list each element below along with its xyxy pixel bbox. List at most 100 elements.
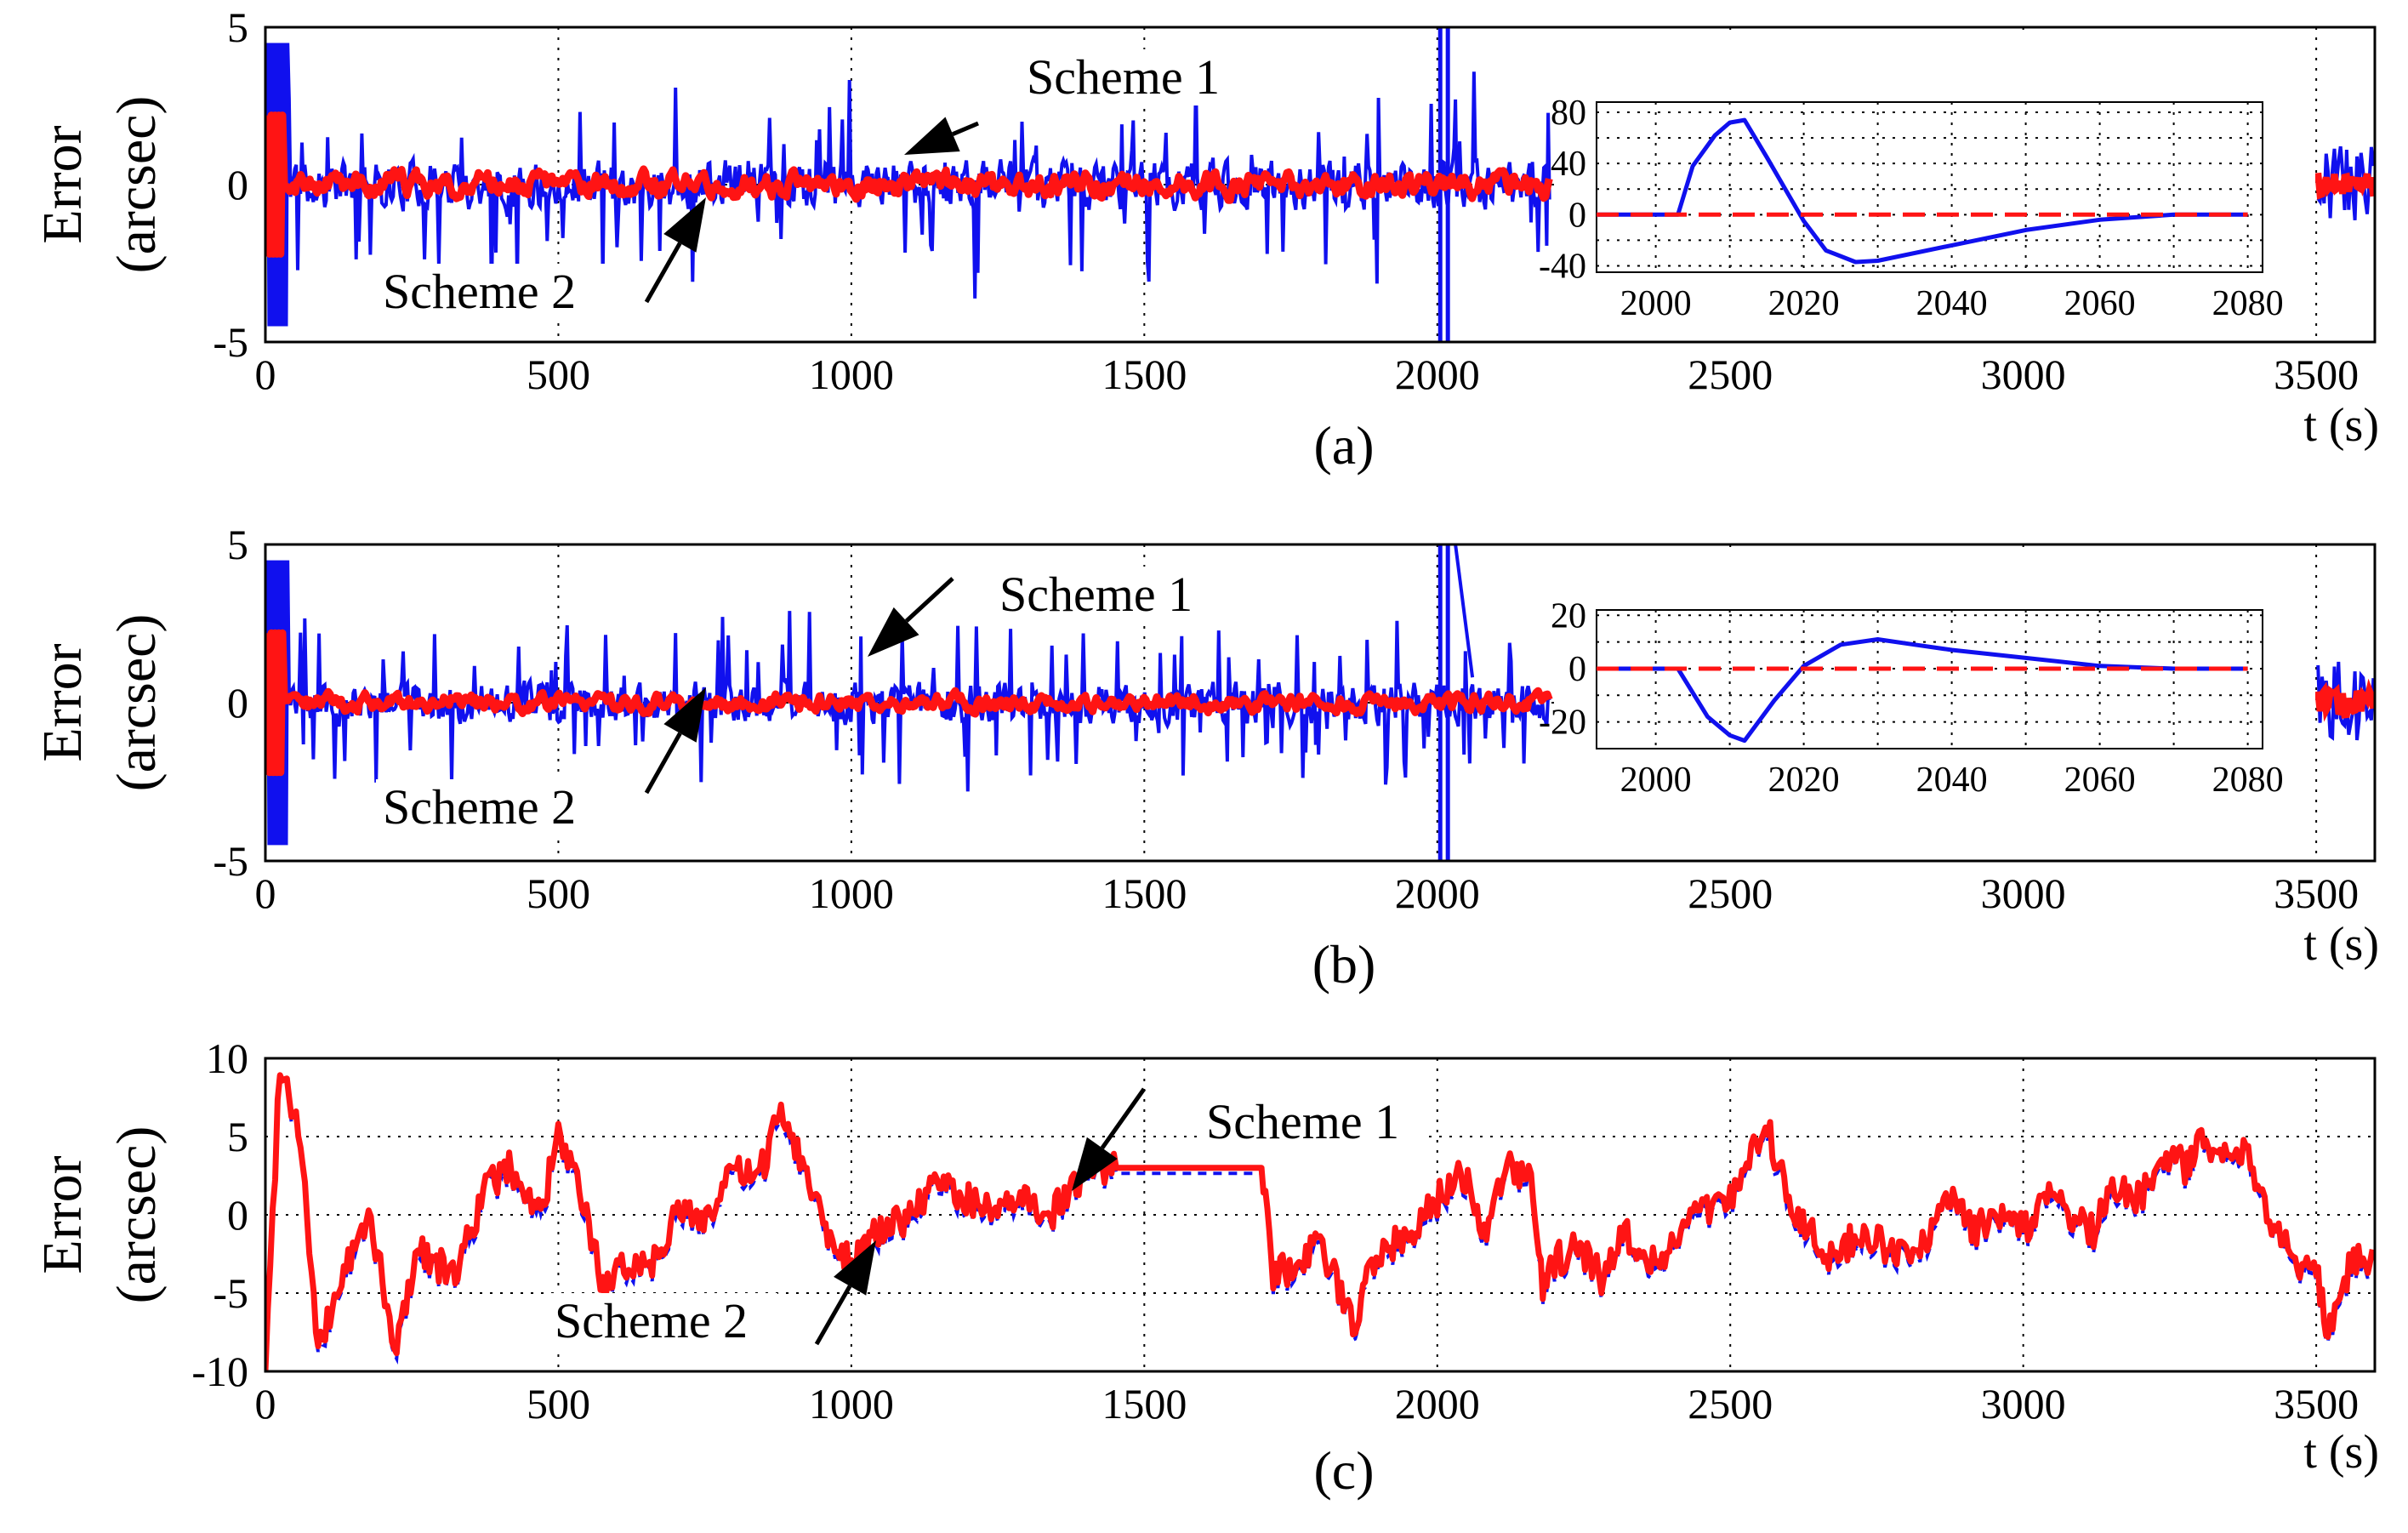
b-scheme2-line xyxy=(265,629,1553,777)
b-y-tick-label: 0 xyxy=(227,679,248,727)
c-x-tick-label: 3500 xyxy=(2274,1380,2359,1428)
a-inset-y-tick-label: 40 xyxy=(1551,145,1586,184)
c-y-label-line2: (arcsec) xyxy=(105,1126,168,1304)
b-plot-frame xyxy=(264,543,2377,863)
a-scheme1-arrow-head xyxy=(904,117,960,155)
c-scheme2-arrow-head xyxy=(834,1240,876,1296)
a-caption: (a) xyxy=(1313,415,1374,476)
c-caption: (c) xyxy=(1313,1440,1374,1501)
c-data-layer xyxy=(265,1072,2375,1371)
a-scheme2-arrow-shaft xyxy=(644,242,682,304)
a-x-label: t (s) xyxy=(2303,399,2379,452)
c-scheme1-arrow-shaft xyxy=(1100,1087,1147,1149)
c-x-tick-label: 1000 xyxy=(809,1380,894,1428)
b-y-label-line1: Error xyxy=(31,643,94,761)
a-scheme2-label: Scheme 2 xyxy=(383,264,576,319)
a-x-tick-label: 3000 xyxy=(1981,350,2066,398)
a-scheme1-label-bg xyxy=(1020,49,1250,105)
a-plot-frame xyxy=(264,26,2377,344)
c-x-tick-label: 0 xyxy=(255,1380,276,1428)
b-x-tick-label: 3500 xyxy=(2274,869,2359,917)
b-inset-scheme1-line xyxy=(1597,637,2248,744)
b-scheme2-fragment xyxy=(2314,678,2375,722)
a-x-tick-label: 1000 xyxy=(809,350,894,398)
a-x-tick-label: 2500 xyxy=(1688,350,1773,398)
b-y-tick-label: -5 xyxy=(213,837,248,885)
b-x-tick-label: 1000 xyxy=(809,869,894,917)
a-inset-y-tick-label: 0 xyxy=(1568,196,1586,235)
a-scheme1-label: Scheme 1 xyxy=(1027,49,1220,105)
b-scheme1-label: Scheme 1 xyxy=(999,567,1193,622)
a-y-tick-label: -5 xyxy=(213,318,248,366)
c-x-label: t (s) xyxy=(2303,1426,2379,1479)
c-x-tick-label: 2500 xyxy=(1688,1380,1773,1428)
a-inset-x-tick-label: 2040 xyxy=(1916,284,1988,323)
a-inset-y-tick-label: -40 xyxy=(1539,247,1586,286)
b-scheme2-label: Scheme 2 xyxy=(383,779,576,835)
a-inset-x-tick-label: 2020 xyxy=(1768,284,1840,323)
a-scheme1-arrow-shaft xyxy=(952,121,979,137)
a-inset: 2000 2020 2040 2060 2080 80 40 0 -40 xyxy=(1539,94,2284,323)
b-x-tick-label: 0 xyxy=(255,869,276,917)
a-x-tick-label: 1500 xyxy=(1102,350,1187,398)
b-x-label: t (s) xyxy=(2303,918,2379,971)
a-y-label-line1: Error xyxy=(31,125,94,243)
b-inset-frame xyxy=(1596,609,2263,749)
c-y-tick-label: 10 xyxy=(206,1034,248,1082)
b-caption: (b) xyxy=(1312,934,1376,994)
c-y-tick-label: 0 xyxy=(227,1191,248,1239)
b-y-tick-label: 5 xyxy=(227,521,248,568)
c-x-tick-label: 500 xyxy=(527,1380,590,1428)
a-y-tick-label: 0 xyxy=(227,161,248,208)
panel-c: 0 500 1000 1500 2000 2500 3000 3500 10 5 0 -5 -10 Err… xyxy=(31,1034,2379,1501)
c-scheme2-label: Scheme 2 xyxy=(555,1293,748,1348)
b-inset-x-tick-label: 2000 xyxy=(1620,761,1692,800)
b-inset-y-tick-label: 20 xyxy=(1551,596,1586,635)
b-scheme1-label-bg xyxy=(993,567,1222,623)
a-data-layer xyxy=(265,27,2375,342)
a-inset-scheme1-line xyxy=(1597,117,2248,265)
b-scheme1-spike xyxy=(1454,544,1475,678)
a-inset-x-tick-label: 2080 xyxy=(2212,284,2284,323)
b-y-label-line2: (arcsec) xyxy=(105,614,168,792)
c-scheme2-label-bg xyxy=(548,1293,777,1349)
a-inset-x-tick-label: 2000 xyxy=(1620,284,1692,323)
c-plot-frame xyxy=(264,1057,2377,1373)
a-inset-frame xyxy=(1596,101,2263,273)
b-data-layer xyxy=(265,544,2375,861)
a-x-tick-label: 500 xyxy=(527,350,590,398)
b-x-tick-label: 1500 xyxy=(1102,869,1187,917)
b-scheme2-label-bg xyxy=(376,779,606,835)
c-scheme1-arrow-head xyxy=(1072,1137,1118,1191)
c-y-tick-label: -10 xyxy=(191,1348,248,1395)
c-scheme1-label: Scheme 1 xyxy=(1206,1094,1399,1149)
a-y-label-line2: (arcsec) xyxy=(105,96,168,274)
b-x-tick-label: 2000 xyxy=(1395,869,1480,917)
c-y-tick-label: -5 xyxy=(213,1269,248,1317)
b-inset-x-tick-label: 2040 xyxy=(1916,761,1988,800)
a-inset-x-tick-label: 2060 xyxy=(2064,284,2136,323)
c-y-label-line1: Error xyxy=(31,1155,94,1274)
b-scheme2-arrow-head xyxy=(663,687,706,743)
a-scheme2-line xyxy=(265,111,1553,258)
a-scheme2-arrow-head xyxy=(663,197,706,253)
b-x-tick-label: 2500 xyxy=(1688,869,1773,917)
b-scheme1-arrow-head xyxy=(868,607,919,657)
b-inset-y-tick-label: -20 xyxy=(1539,704,1586,743)
c-scheme2-arrow-shaft xyxy=(814,1285,852,1346)
b-x-tick-label: 500 xyxy=(527,869,590,917)
b-inset-mask xyxy=(1558,549,2315,863)
b-inset-x-tick-label: 2020 xyxy=(1768,761,1840,800)
b-inset-y-tick-label: 0 xyxy=(1568,650,1586,689)
c-x-tick-label: 1500 xyxy=(1102,1380,1187,1428)
a-x-tick-label: 2000 xyxy=(1395,350,1480,398)
a-scheme2-label-bg xyxy=(376,264,606,320)
a-y-tick-label: 5 xyxy=(227,3,248,51)
c-scheme2-line xyxy=(265,1072,2375,1371)
a-x-tick-label: 0 xyxy=(255,350,276,398)
a-inset-y-tick-label: 80 xyxy=(1551,94,1586,133)
c-x-tick-label: 3000 xyxy=(1981,1380,2066,1428)
